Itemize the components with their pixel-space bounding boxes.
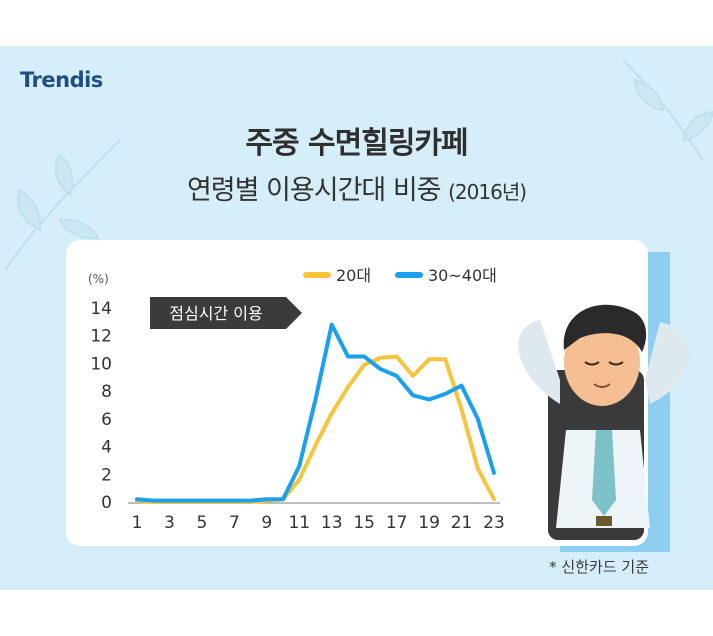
left-eye — [584, 361, 600, 366]
x-tick-label: 5 — [196, 513, 207, 533]
y-tick-label: 4 — [101, 438, 112, 458]
y-tick-label: 0 — [101, 493, 112, 513]
callout-box — [150, 297, 302, 329]
x-tick-label: 9 — [261, 513, 272, 533]
x-tick-label: 21 — [451, 513, 473, 533]
right-arm — [645, 322, 689, 404]
x-tick-label: 17 — [386, 513, 408, 533]
x-tick-label: 23 — [483, 513, 505, 533]
y-tick-label: 14 — [90, 299, 112, 319]
brand-logo: Trendis — [20, 68, 103, 92]
legend-label-0: 20대 — [336, 266, 371, 285]
x-tick-label: 11 — [288, 513, 310, 533]
face — [564, 318, 640, 406]
callout-label: 점심시간 이용 — [169, 304, 262, 323]
x-tick-label: 19 — [418, 513, 440, 533]
legend: 20대 30~40대 — [303, 266, 497, 285]
y-tick-label: 8 — [101, 382, 112, 402]
y-tick-label: 10 — [90, 354, 112, 374]
leaf-decoration-left — [4, 139, 121, 271]
legend-label-1: 30~40대 — [428, 266, 497, 285]
series-layer — [135, 322, 496, 504]
y-unit-label: (%) — [88, 272, 109, 286]
y-tick-label: 12 — [90, 327, 112, 347]
y-tick-label: 6 — [101, 410, 112, 430]
y-tick-label: 2 — [101, 465, 112, 485]
chart-title: 주중 수면힐링카페 — [245, 126, 468, 161]
x-tick-label: 7 — [229, 513, 240, 533]
series-line-1 — [135, 322, 496, 503]
smile — [593, 383, 611, 388]
x-tick-label: 13 — [321, 513, 343, 533]
chart-subtitle: 연령별 이용시간대 비중 (2016년) — [0, 168, 713, 207]
necktie — [592, 430, 616, 516]
businessman-illustration — [518, 304, 689, 540]
callout: 점심시간 이용 — [150, 297, 302, 329]
right-eye — [608, 361, 624, 366]
subtitle-text: 연령별 이용시간대 비중 — [186, 175, 442, 206]
belt-buckle — [596, 516, 612, 526]
left-arm — [518, 320, 560, 404]
logo-text: Trendis — [20, 68, 103, 92]
footnote: * 신한카드 기준 — [549, 558, 649, 576]
hair — [563, 304, 647, 352]
x-tick-label: 15 — [353, 513, 375, 533]
x-tick-label: 3 — [164, 513, 175, 533]
leaf-decoration-right — [622, 59, 713, 161]
subtitle-year: (2016년) — [448, 180, 527, 204]
x-tick-label: 1 — [132, 513, 143, 533]
series-line-0 — [135, 354, 496, 504]
